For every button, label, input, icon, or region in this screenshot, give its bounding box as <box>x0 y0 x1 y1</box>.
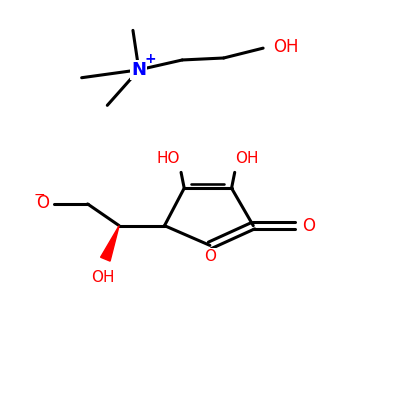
Text: +: + <box>145 52 156 66</box>
Text: HO: HO <box>157 152 180 166</box>
Polygon shape <box>100 226 119 261</box>
Text: OH: OH <box>92 270 115 285</box>
Text: N: N <box>131 61 146 79</box>
Text: O: O <box>204 248 216 264</box>
Text: O: O <box>302 217 315 235</box>
Text: OH: OH <box>236 152 259 166</box>
Text: −: − <box>33 188 45 202</box>
Text: O: O <box>36 194 49 212</box>
Text: OH: OH <box>273 38 298 56</box>
